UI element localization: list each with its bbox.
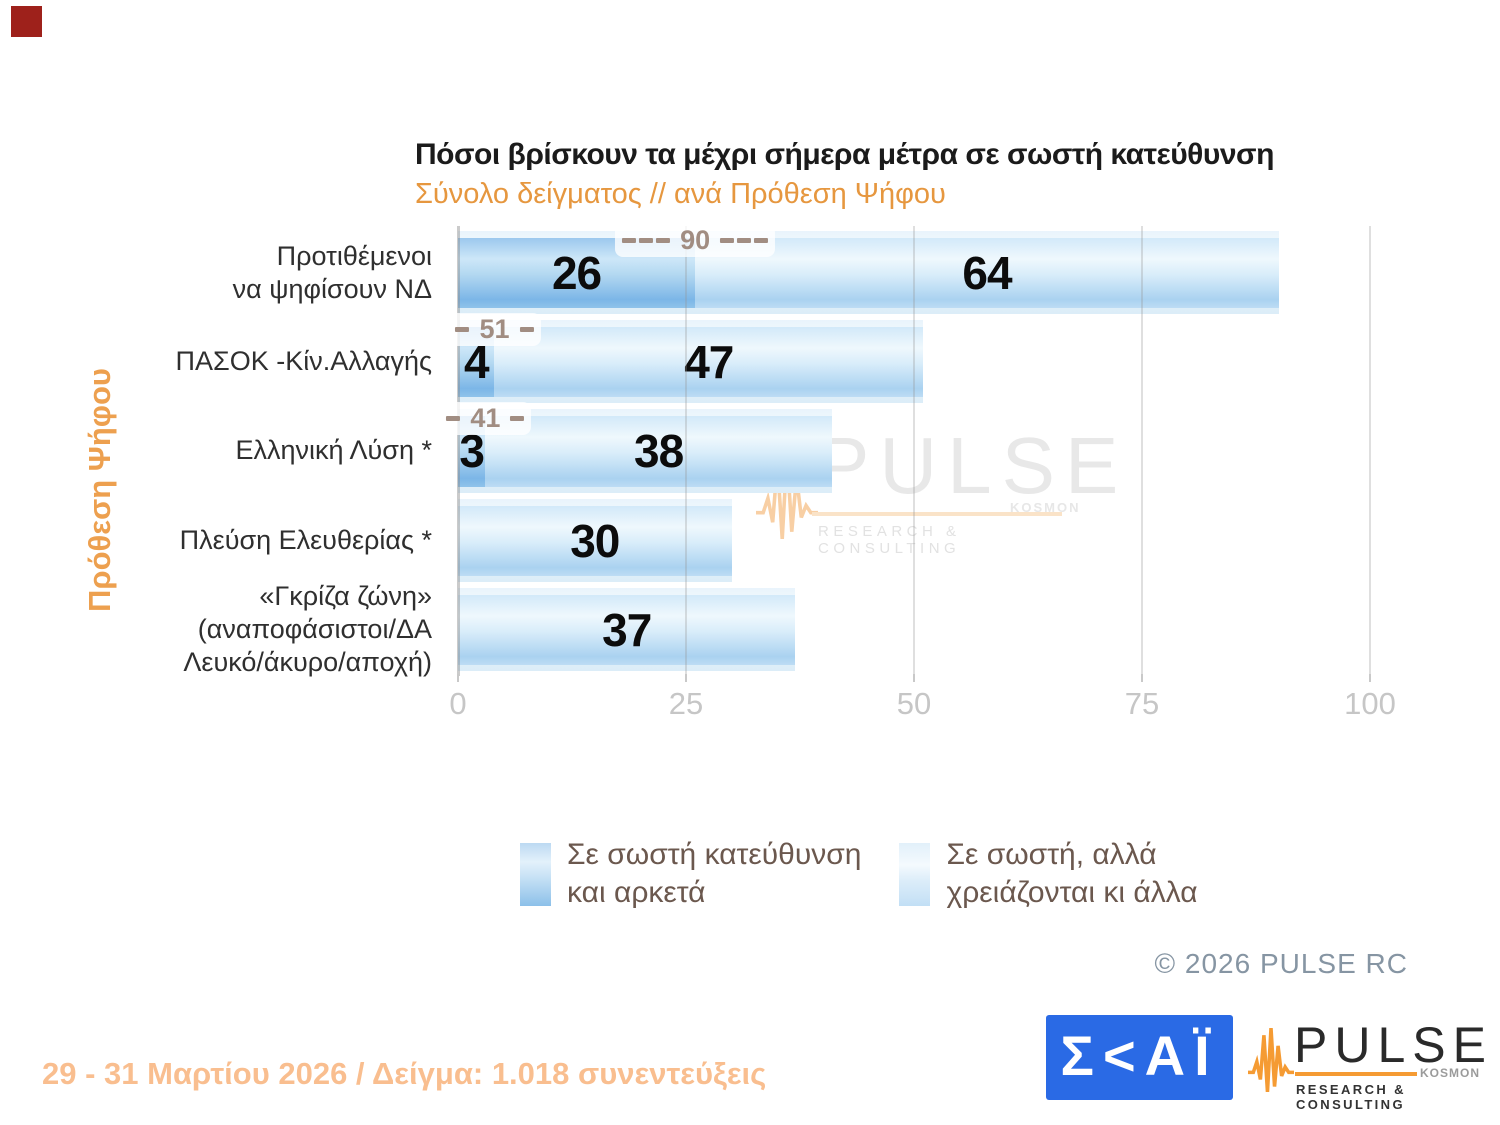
category-label: Πλεύση Ελευθερίας *	[60, 496, 432, 585]
annotation-dash	[737, 238, 752, 243]
legend-item-light: Σε σωστή, αλλά χρειάζονται κι άλλα	[899, 836, 1198, 912]
category-label-line: «Γκρίζα ζώνη»	[259, 580, 432, 611]
fieldwork-text: 29 - 31 Μαρτίου 2026 / Δείγμα: 1.018 συν…	[42, 1056, 767, 1091]
gridline-25	[685, 226, 687, 676]
bar-segment-light: 47	[494, 327, 924, 398]
bar-value-label: 64	[962, 247, 1012, 300]
chart-title: Πόσοι βρίσκουν τα μέχρι σήμερα μέτρα σε …	[415, 138, 1274, 171]
legend: Σε σωστή κατεύθυνση και αρκετά Σε σωστή,…	[520, 836, 1198, 912]
x-tick-label-75: 75	[1124, 686, 1160, 721]
corner-marker	[11, 6, 42, 37]
legend-swatch-light	[899, 842, 931, 906]
annotation-dash	[446, 416, 461, 422]
category-label-line: Προτιθέμενοι	[276, 240, 432, 271]
category-label-line: να ψηφίσουν ΝΔ	[232, 273, 432, 304]
bar-value-label: 47	[684, 336, 734, 389]
pulse-logo-kosmon: KOSMON	[1420, 1066, 1480, 1080]
skai-logo-text: Σ<ΑΪ	[1060, 1024, 1219, 1087]
annotation-dash	[720, 238, 735, 243]
pulse-logo: PULSE KOSMON RESEARCH & CONSULTING	[1248, 1014, 1486, 1112]
pulse-watermark: PULSE KOSMON RESEARCH & CONSULTING	[752, 421, 1118, 557]
pulse-logo-brand: PULSE	[1294, 1017, 1493, 1073]
category-label-line: Ελληνική Λύση *	[235, 435, 432, 466]
watermark-line	[812, 512, 1062, 516]
bar-segment-light: 38	[485, 416, 832, 487]
gridline-100	[1369, 226, 1371, 676]
annotation-dash	[622, 238, 637, 243]
x-tick-label-0: 0	[449, 686, 467, 721]
gridline-0	[457, 226, 460, 676]
category-label-line: (αναποφάσιστοι/ΔΑ	[197, 613, 432, 644]
skai-logo: Σ<ΑΪ	[1046, 1015, 1233, 1100]
bar-segment-light: 37	[458, 594, 796, 665]
bar-chart-plot-area: 0 25 50 75 100 26 64 4 47 3 38 30 37 90 51 41	[439, 224, 1396, 721]
category-label: ΠΑΣΟΚ -Κίν.Αλλαγής	[60, 317, 432, 406]
annotation-dash	[519, 327, 534, 333]
annotation-dash	[455, 327, 470, 333]
legend-label-dark-line2: και αρκετά	[567, 876, 706, 909]
bar-segment-light: 30	[458, 505, 732, 576]
pulse-logo-subtitle: RESEARCH & CONSULTING	[1296, 1082, 1406, 1112]
pulse-logo-waveform-icon	[1248, 1028, 1294, 1092]
x-tick-label-25: 25	[668, 686, 704, 721]
watermark-brand: PULSE	[816, 421, 1129, 510]
annotation-dash	[639, 238, 654, 243]
total-annotation: 41	[439, 402, 532, 436]
category-label: «Γκρίζα ζώνη» (αναποφάσιστοι/ΔΑ Λευκό/άκυρ…	[60, 581, 432, 677]
legend-label-dark-line1: Σε σωστή κατεύθυνση	[567, 838, 862, 871]
bar-value-label: 30	[570, 514, 620, 567]
category-label-line: Πλεύση Ελευθερίας *	[179, 524, 432, 555]
category-label: Ελληνική Λύση *	[60, 406, 432, 495]
bar-value-label: 38	[634, 425, 684, 478]
annotation-dash	[754, 238, 769, 243]
legend-item-dark: Σε σωστή κατεύθυνση και αρκετά	[520, 836, 861, 912]
legend-label-light-line2: χρειάζονται κι άλλα	[946, 876, 1198, 909]
chart-subtitle: Σύνολο δείγματος // ανά Πρόθεση Ψήφου	[415, 178, 946, 210]
legend-swatch-dark	[520, 842, 551, 906]
annotation-dash	[656, 238, 671, 243]
x-tick-label-100: 100	[1344, 686, 1396, 721]
category-label-line: ΠΑΣΟΚ -Κίν.Αλλαγής	[175, 346, 432, 377]
x-axis-tick-50	[913, 674, 915, 682]
annotation-total-value: 90	[680, 225, 711, 255]
legend-label-light-line1: Σε σωστή, αλλά	[946, 838, 1157, 871]
legend-label-dark: Σε σωστή κατεύθυνση και αρκετά	[567, 836, 861, 912]
bar-value-label: 37	[602, 603, 652, 656]
total-annotation: 90	[615, 224, 776, 257]
category-label-line: Λευκό/άκυρο/αποχή)	[183, 646, 432, 677]
total-annotation: 51	[448, 313, 541, 347]
pulse-logo-line	[1295, 1072, 1417, 1076]
bar-value-label: 26	[551, 247, 602, 300]
category-label: Προτιθέμενοι να ψηφίσουν ΝΔ	[60, 228, 432, 317]
watermark-subtitle: RESEARCH & CONSULTING	[818, 523, 961, 557]
x-tick-label-50: 50	[896, 686, 932, 721]
legend-label-light: Σε σωστή, αλλά χρειάζονται κι άλλα	[946, 836, 1197, 912]
annotation-total-value: 51	[479, 314, 510, 345]
x-axis-tick-0	[457, 674, 459, 682]
copyright-text: © 2026 PULSE RC	[1154, 948, 1408, 979]
annotation-total-value: 41	[470, 403, 501, 434]
x-axis-tick-100	[1369, 674, 1371, 682]
annotation-dash	[510, 416, 525, 422]
bar-segment-light: 64	[695, 238, 1279, 309]
x-axis-tick-25	[685, 674, 687, 682]
x-axis-tick-75	[1141, 674, 1143, 682]
gridline-75	[1141, 226, 1143, 676]
category-labels: Προτιθέμενοι να ψηφίσουν ΝΔ ΠΑΣΟΚ -Κίν.Αλλ…	[60, 228, 432, 677]
watermark-kosmon: KOSMON	[1010, 500, 1081, 515]
gridline-50	[913, 226, 915, 676]
